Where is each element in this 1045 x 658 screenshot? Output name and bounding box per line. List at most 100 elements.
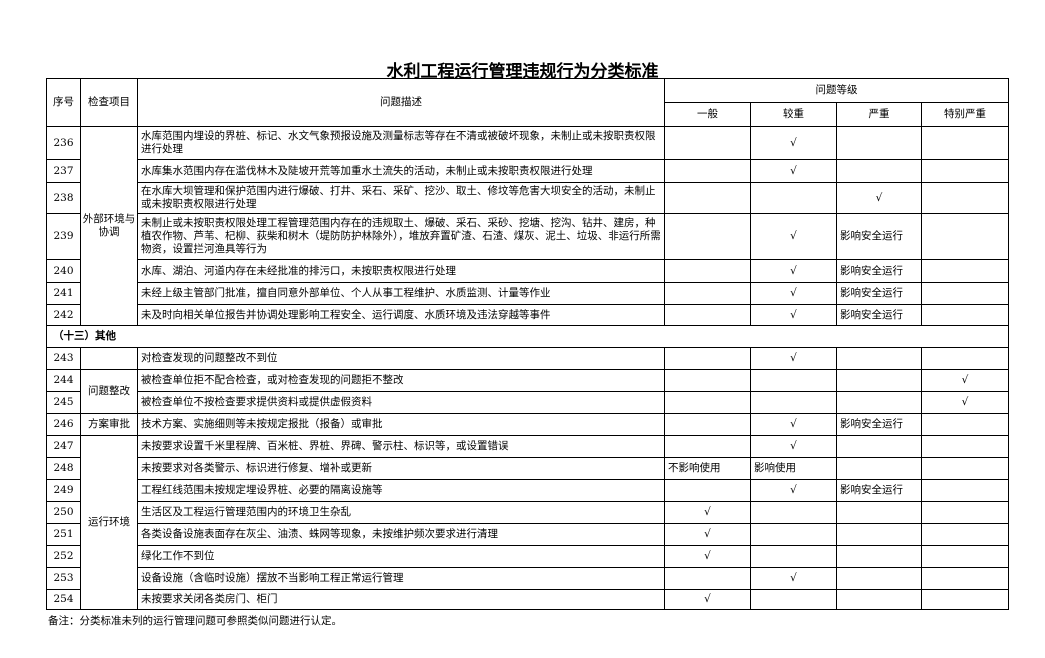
grade-cell: √: [664, 523, 751, 546]
row-number: 254: [46, 589, 81, 610]
grade-cell: 不影响使用: [664, 457, 751, 480]
grade-cell: [836, 501, 922, 524]
row-number: 249: [46, 479, 81, 502]
grade-cell: 影响使用: [750, 457, 837, 480]
grade-cell: [750, 369, 837, 392]
check-item: 方案审批: [80, 413, 138, 436]
grade-cell: [664, 369, 751, 392]
grade-cell: √: [836, 182, 922, 214]
row-number: 236: [46, 126, 81, 160]
problem-description: 未按要求设置千米里程牌、百米桩、界桩、界碑、警示柱、标识等，或设置错误: [137, 435, 665, 458]
table-row: 251 各类设备设施表面存在灰尘、油渍、蛛网等现象，未按维护频次要求进行清理 √: [46, 523, 1009, 546]
grade-cell: [664, 213, 751, 260]
row-number: 237: [46, 159, 81, 183]
grade-cell: [664, 126, 751, 160]
table-row: 244 问题整改 被检查单位拒不配合检查，或对检查发现的问题拒不整改 √: [46, 369, 1009, 414]
grade-cell: 影响安全运行: [836, 413, 922, 436]
problem-description: 绿化工作不到位: [137, 545, 665, 568]
grade-cell: [921, 435, 1009, 458]
grade-cell: [664, 159, 751, 183]
grade-cell: √: [750, 213, 837, 260]
table-row: 239 未制止或未按职责权限处理工程管理范围内存在的违规取土、爆破、采石、采砂、挖…: [46, 213, 1009, 260]
grade-cell: [664, 259, 751, 283]
grade-cell: [921, 213, 1009, 260]
row-number: 253: [46, 567, 81, 590]
grade-cell: [836, 126, 922, 160]
grade-cell: [836, 159, 922, 183]
grade-cell: [836, 457, 922, 480]
table-row: 249 工程红线范围未按规定埋设界桩、必要的隔离设施等 √ 影响安全运行: [46, 479, 1009, 502]
problem-description: 被检查单位不按检查要求提供资料或提供虚假资料: [137, 391, 665, 414]
problem-description: 技术方案、实施细则等未按规定报批（报备）或审批: [137, 413, 665, 436]
section-title: （十三）其他: [46, 325, 1009, 348]
grade-cell: √: [750, 413, 837, 436]
table-row: 252 绿化工作不到位 √: [46, 545, 1009, 568]
grade-cell: [750, 589, 837, 610]
grade-cell: [750, 501, 837, 524]
problem-description: 未经上级主管部门批准，擅自同意外部单位、个人从事工程维护、水质监测、计量等作业: [137, 282, 665, 305]
grade-cell: [921, 259, 1009, 283]
row-number: 242: [46, 304, 81, 326]
grade-cell: √: [921, 391, 1009, 414]
grade-cell: [664, 347, 751, 370]
grade-cell: √: [750, 126, 837, 160]
grade-cell: [836, 369, 922, 392]
grade-cell: 影响安全运行: [836, 282, 922, 305]
grade-cell: √: [750, 304, 837, 326]
grade-cell: [921, 126, 1009, 160]
grade-cell: √: [750, 159, 837, 183]
grade-cell: 影响安全运行: [836, 259, 922, 283]
grade-cell: √: [750, 435, 837, 458]
table-row: 250 生活区及工程运行管理范围内的环境卫生杂乱 √: [46, 501, 1009, 524]
grade-cell: [750, 182, 837, 214]
grade-cell: [664, 304, 751, 326]
grade-cell: [921, 347, 1009, 370]
grade-cell: [921, 304, 1009, 326]
grade-cell: √: [664, 501, 751, 524]
grade-cell: [921, 159, 1009, 183]
grade-cell: √: [664, 589, 751, 610]
table-row: 246 方案审批 技术方案、实施细则等未按规定报批（报备）或审批 √ 影响安全运行: [46, 413, 1009, 436]
grade-cell: √: [921, 369, 1009, 392]
grade-cell: √: [750, 347, 837, 370]
table-row: 247 运行环境 未按要求设置千米里程牌、百米桩、界桩、界碑、警示柱、标识等，或设置…: [46, 435, 1009, 610]
grade-cell: [921, 589, 1009, 610]
problem-description: 水库、湖泊、河道内存在未经批准的排污口，未按职责权限进行处理: [137, 259, 665, 283]
grade-cell: √: [750, 567, 837, 590]
table-row: 237 水库集水范围内存在滥伐林木及陡坡开荒等加重水土流失的活动，未制止或未按职责…: [46, 159, 1009, 183]
problem-description: 在水库大坝管理和保护范围内进行爆破、打井、采石、采矿、挖沙、取土、修坟等危害大坝…: [137, 182, 665, 214]
row-number: 246: [46, 413, 81, 436]
header-level-general: 一般: [664, 102, 751, 127]
problem-description: 未制止或未按职责权限处理工程管理范围内存在的违规取土、爆破、采石、采砂、挖塘、挖…: [137, 213, 665, 260]
grade-cell: [750, 545, 837, 568]
grade-cell: [664, 182, 751, 214]
grade-cell: [921, 413, 1009, 436]
problem-description: 未按要求关闭各类房门、柜门: [137, 589, 665, 610]
problem-description: 未及时向相关单位报告并协调处理影响工程安全、运行调度、水质环境及违法穿越等事件: [137, 304, 665, 326]
header-item: 检查项目: [80, 78, 138, 127]
problem-description: 生活区及工程运行管理范围内的环境卫生杂乱: [137, 501, 665, 524]
row-number: 247: [46, 435, 81, 458]
grade-cell: [921, 479, 1009, 502]
grade-cell: [921, 523, 1009, 546]
check-item: [80, 347, 138, 370]
grade-cell: [664, 435, 751, 458]
grade-cell: √: [664, 545, 751, 568]
grade-cell: [921, 567, 1009, 590]
grade-cell: [836, 589, 922, 610]
row-number: 238: [46, 182, 81, 214]
row-number: 245: [46, 391, 81, 414]
grade-cell: [750, 391, 837, 414]
page-title: 水利工程运行管理违规行为分类标准: [386, 62, 659, 82]
grade-cell: 影响安全运行: [836, 213, 922, 260]
grade-cell: 影响安全运行: [836, 479, 922, 502]
grade-cell: [836, 545, 922, 568]
table-row: 243 对检查发现的问题整改不到位 √: [46, 347, 1009, 370]
grade-cell: [664, 479, 751, 502]
grade-cell: [836, 391, 922, 414]
grade-cell: [836, 523, 922, 546]
row-number: 252: [46, 545, 81, 568]
problem-description: 水库集水范围内存在滥伐林木及陡坡开荒等加重水土流失的活动，未制止或未按职责权限进…: [137, 159, 665, 183]
row-number: 248: [46, 457, 81, 480]
table-row: 253 设备设施（含临时设施）摆放不当影响工程正常运行管理 √: [46, 567, 1009, 590]
